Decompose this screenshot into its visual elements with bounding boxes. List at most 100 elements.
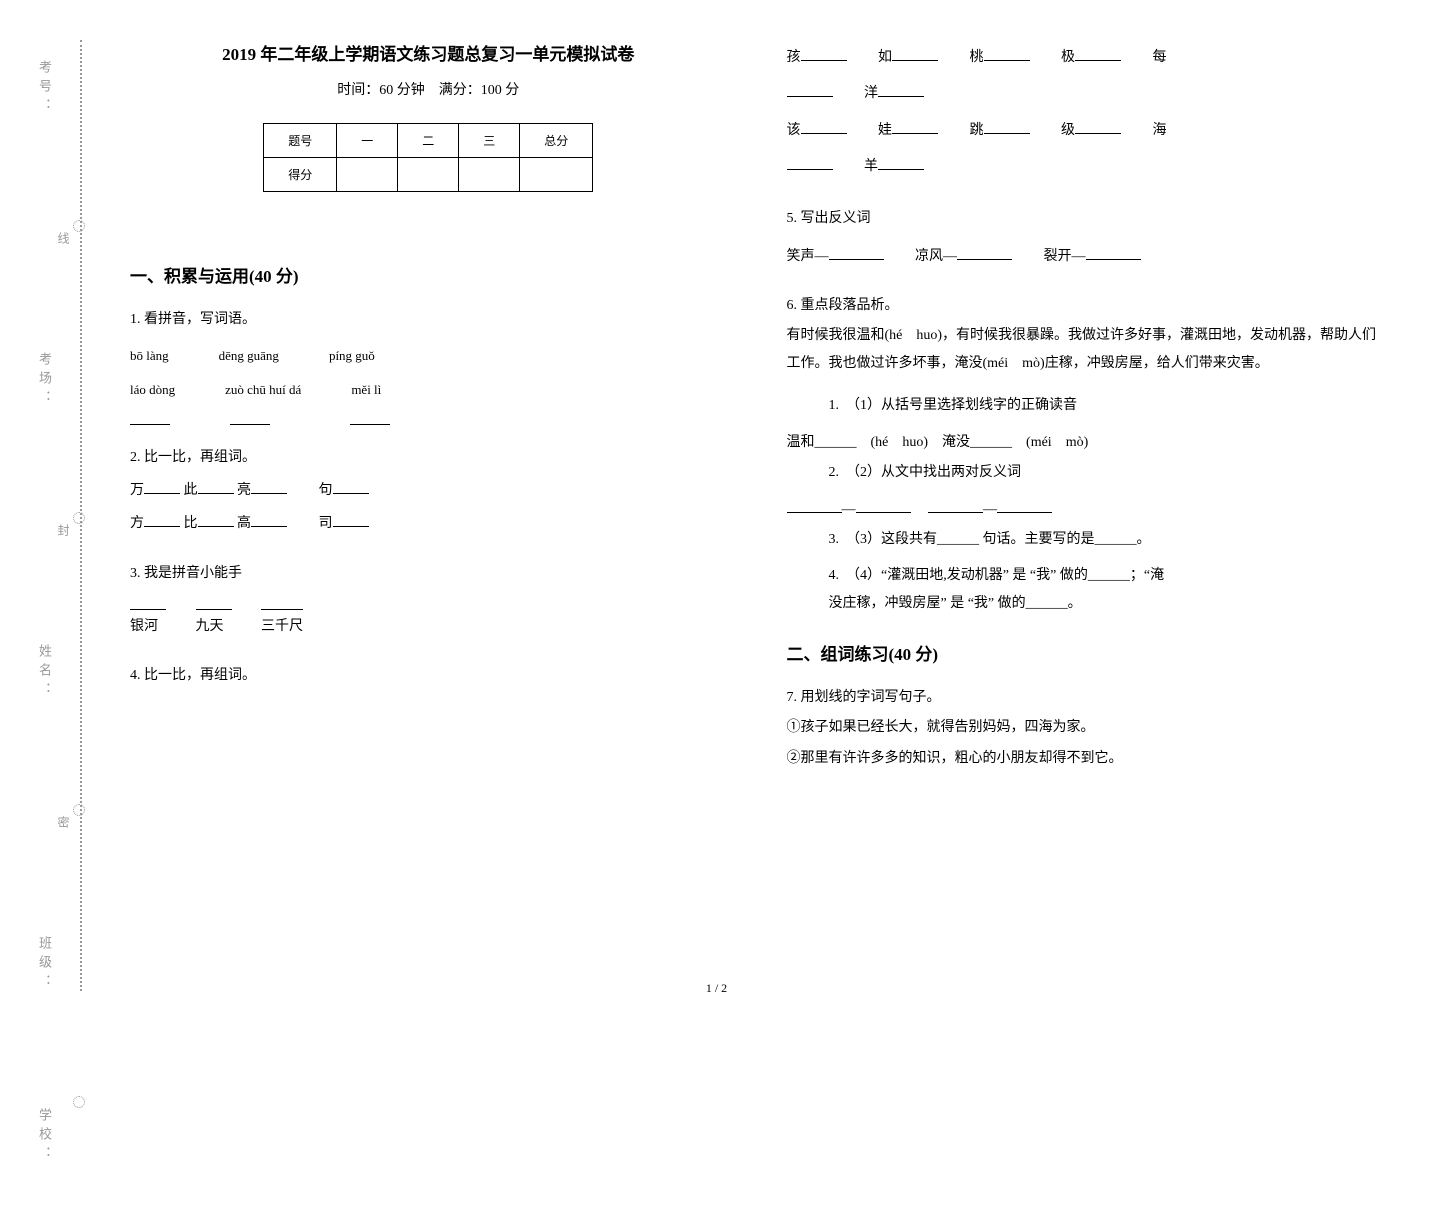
answer-blank (957, 246, 1012, 260)
exam-subtitle: 时间：60 分钟 满分：100 分 (130, 79, 727, 99)
table-row: 题号 一 二 三 总分 (264, 124, 593, 158)
answer-blank (928, 499, 983, 513)
q6-sub3: 3. （3）这段共有______ 句话。主要写的是______。 (829, 526, 1384, 554)
char: 此 (184, 483, 198, 498)
answer-blank (1075, 47, 1121, 61)
binding-circle (73, 220, 85, 232)
binding-label-class: 班级： (35, 936, 54, 993)
binding-label-name: 姓名： (35, 644, 54, 701)
antonym-item: 裂开— (1044, 249, 1086, 264)
question-1: 1. 看拼音，写词语。 bō làng dēng guāng píng guǒ … (130, 305, 727, 425)
q7-line2: ②那里有许许多多的知识，粗心的小朋友却得不到它。 (787, 744, 1384, 775)
q1-stem: 1. 看拼音，写词语。 (130, 305, 727, 336)
answer-blank (856, 499, 911, 513)
answer-blank (997, 499, 1052, 513)
pinyin-item: dēng guāng (219, 342, 279, 371)
right-column: 孩 如 桃 极 每 洋 该 娃 跳 级 海 羊 (757, 40, 1414, 991)
q4-stem: 4. 比一比，再组词。 (130, 661, 727, 692)
answer-blank (984, 47, 1030, 61)
exam-title: 2019 年二年级上学期语文练习题总复习一单元模拟试卷 (130, 40, 727, 65)
score-head: 总分 (520, 124, 593, 158)
answer-blank (787, 83, 833, 97)
char: 每 (1153, 50, 1167, 65)
char: 该 (787, 123, 801, 138)
score-cell (459, 158, 520, 192)
answer-blank (130, 596, 166, 610)
binding-circle (73, 804, 85, 816)
binding-vtext-secret: 密 (55, 816, 72, 936)
word: 九天 (196, 619, 224, 634)
score-cell (337, 158, 398, 192)
answer-blank (130, 411, 170, 425)
char: 娃 (878, 123, 892, 138)
char: 桃 (970, 50, 984, 65)
score-cell (398, 158, 459, 192)
answer-blank (801, 120, 847, 134)
char: 万 (130, 483, 144, 498)
char: 跳 (970, 123, 984, 138)
answer-blank (829, 246, 884, 260)
answer-blank (1086, 246, 1141, 260)
answer-blank (801, 47, 847, 61)
question-6: 6. 重点段落品析。 有时候我很温和(hé huo)，有时候我很暴躁。我做过许多… (787, 291, 1384, 617)
char: 亮 (237, 483, 251, 498)
answer-blank (230, 411, 270, 425)
q6-sub1: 1. （1）从括号里选择划线字的正确读音 (829, 392, 1384, 420)
answer-blank (892, 120, 938, 134)
answer-blank (350, 411, 390, 425)
binding-label-room: 考场： (35, 352, 54, 409)
answer-blank (787, 156, 833, 170)
binding-circle (73, 512, 85, 524)
answer-blank (333, 513, 369, 527)
char: 羊 (864, 159, 878, 174)
answer-blank (251, 480, 287, 494)
char: 如 (878, 50, 892, 65)
page-body: 2019 年二年级上学期语文练习题总复习一单元模拟试卷 时间：60 分钟 满分：… (100, 0, 1433, 1011)
char: 高 (237, 516, 251, 531)
binding-label-exam-id: 考号： (35, 60, 54, 117)
answer-blank (1075, 120, 1121, 134)
score-table: 题号 一 二 三 总分 得分 (263, 123, 593, 192)
answer-blank (251, 513, 287, 527)
q7-stem: 7. 用划线的字词写句子。 (787, 683, 1384, 714)
score-head: 二 (398, 124, 459, 158)
page-number: 1 / 2 (706, 981, 727, 996)
question-4-body: 孩 如 桃 极 每 洋 该 娃 跳 级 海 羊 (787, 40, 1384, 186)
q6-passage: 有时候我很温和(hé huo)，有时候我很暴躁。我做过许多好事，灌溉田地，发动机… (787, 322, 1384, 378)
answer-blank (787, 499, 842, 513)
answer-blank (144, 513, 180, 527)
answer-blank (984, 120, 1030, 134)
q2-stem: 2. 比一比，再组词。 (130, 443, 727, 474)
answer-blank (144, 480, 180, 494)
pinyin-item: píng guǒ (329, 342, 375, 371)
answer-blank (198, 480, 234, 494)
binding-dotted-line (80, 40, 82, 991)
table-row: 得分 (264, 158, 593, 192)
q6-sub4b: 没庄稼，冲毁房屋” 是 “我” 做的______。 (829, 596, 1082, 611)
answer-blank (878, 83, 924, 97)
char: 极 (1061, 50, 1075, 65)
word: 银河 (130, 619, 158, 634)
q7-line1: ①孩子如果已经长大，就得告别妈妈，四海为家。 (787, 713, 1384, 744)
char: 级 (1061, 123, 1075, 138)
question-4-stem: 4. 比一比，再组词。 (130, 661, 727, 692)
char: 司 (319, 516, 333, 531)
binding-column: 考号： 线 考场： 封 姓名： 密 班级： 学校： (0, 0, 100, 1011)
pinyin-item: bō làng (130, 342, 169, 371)
score-head: 三 (459, 124, 520, 158)
question-7: 7. 用划线的字词写句子。 ①孩子如果已经长大，就得告别妈妈，四海为家。 ②那里… (787, 683, 1384, 775)
answer-blank (261, 596, 303, 610)
question-3: 3. 我是拼音小能手 银河 九天 三千尺 (130, 559, 727, 643)
binding-label-school: 学校： (35, 1108, 54, 1165)
q3-stem: 3. 我是拼音小能手 (130, 559, 727, 590)
answer-blank (333, 480, 369, 494)
answer-blank (892, 47, 938, 61)
score-row-label: 得分 (264, 158, 337, 192)
score-cell (520, 158, 593, 192)
binding-circle (73, 1096, 85, 1108)
question-5: 5. 写出反义词 笑声— 凉风— 裂开— (787, 204, 1384, 274)
q5-stem: 5. 写出反义词 (787, 204, 1384, 235)
antonym-item: 凉风— (915, 249, 957, 264)
q6-sub1-line: 温和______ (hé huo) 淹没______ (méi mò) (787, 428, 1384, 459)
q6-sub4a: 4. （4）“灌溉田地,发动机器” 是 “我” 做的______；“淹 (829, 568, 1165, 583)
